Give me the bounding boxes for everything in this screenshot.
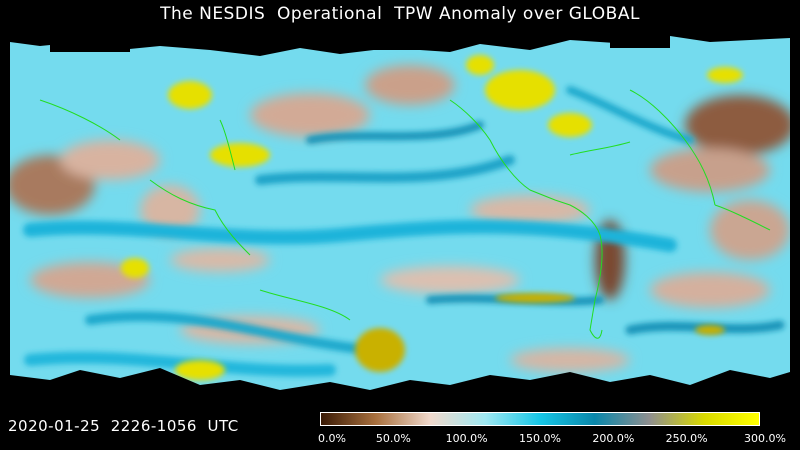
- colorbar-ticks: 0.0% 50.0% 100.0% 150.0% 200.0% 250.0% 300.0%: [0, 432, 800, 448]
- colorbar-tick-label: 250.0%: [665, 432, 708, 445]
- colorbar-tick-label: 150.0%: [519, 432, 561, 445]
- colorbar-tick-label: 50.0%: [375, 432, 411, 445]
- coastlines: [39, 89, 771, 339]
- moist-anomaly-bands: [23, 86, 785, 377]
- map-title: The NESDIS Operational TPW Anomaly over …: [160, 4, 640, 24]
- colorbar-tick-label: 0.0%: [318, 432, 346, 445]
- no-data-north: [10, 30, 790, 56]
- map-canvas: [10, 30, 790, 400]
- colorbar-tick-label: 100.0%: [445, 432, 488, 445]
- timestamp-label: 2020-01-25 2226-1056 UTC: [8, 417, 239, 435]
- tpw-anomaly-map: [10, 30, 790, 400]
- extreme-anomaly-patches: [121, 55, 743, 380]
- no-data-south: [10, 368, 790, 400]
- colorbar: [320, 412, 760, 426]
- dry-anomaly-regions: [10, 65, 790, 372]
- colorbar-tick-label: 200.0%: [592, 432, 635, 445]
- colorbar-tick-label: 300.0%: [744, 432, 786, 445]
